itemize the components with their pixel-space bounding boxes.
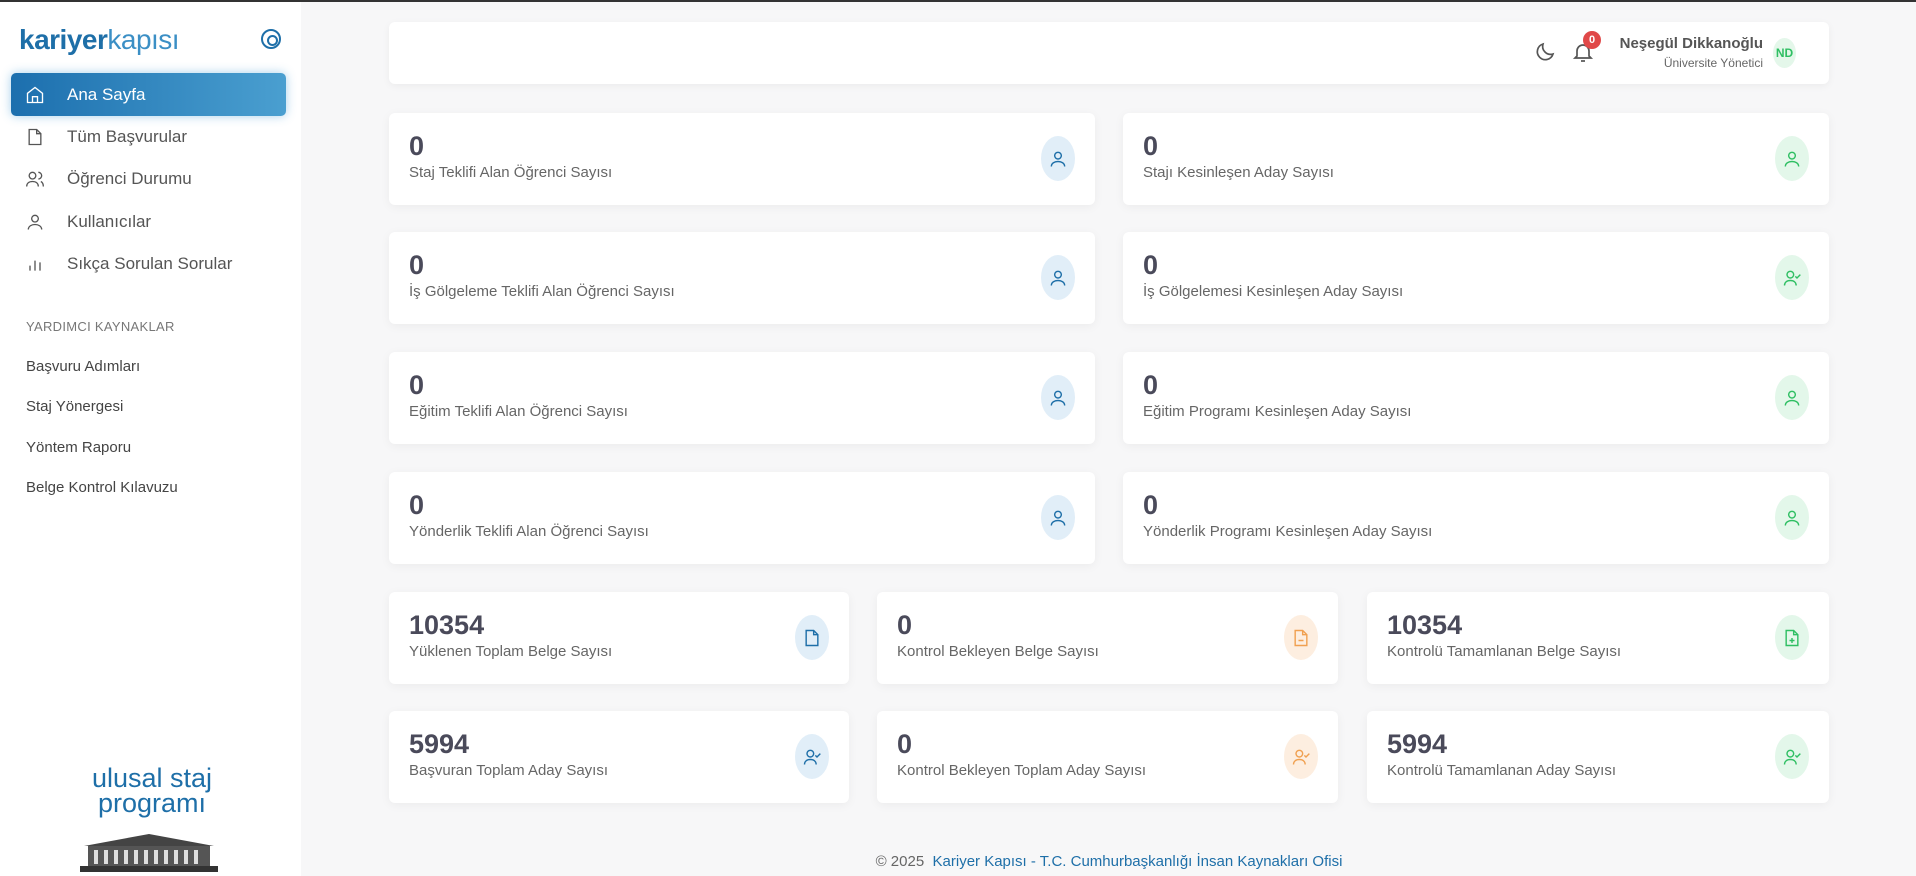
stat-card: 0 Yönderlik Programı Kesinleşen Aday Say… (1123, 472, 1829, 564)
stat-value: 0 (409, 250, 425, 280)
user-icon (1775, 495, 1809, 540)
stat-label: Başvuran Toplam Aday Sayısı (409, 762, 608, 779)
stat-value: 0 (1143, 131, 1159, 161)
resource-link[interactable]: Yöntem Raporu (26, 439, 132, 456)
stat-card: 0 Eğitim Teklifi Alan Öğrenci Sayısı (389, 352, 1095, 444)
top-header (389, 22, 1829, 84)
notification-badge: 0 (1583, 31, 1601, 49)
user-check-icon (795, 734, 829, 779)
stat-value: 5994 (1387, 729, 1448, 759)
stat-value: 10354 (409, 610, 485, 640)
stat-card: 10354 Kontrolü Tamamlanan Belge Sayısı (1367, 592, 1829, 684)
file-plus-icon (1775, 615, 1809, 660)
building-illustration-icon (80, 834, 218, 872)
user-role: Üniversite Yönetici (1663, 56, 1763, 70)
stat-label: Eğitim Programı Kesinleşen Aday Sayısı (1143, 403, 1412, 420)
stat-card: 10354 Yüklenen Toplam Belge Sayısı (389, 592, 849, 684)
user-icon (1775, 375, 1809, 420)
user-name[interactable]: Neşegül Dikkanoğlu (1619, 35, 1763, 52)
sidebar-item-label: Öğrenci Durumu (67, 168, 192, 188)
stat-label: Kontrolü Tamamlanan Belge Sayısı (1387, 643, 1622, 660)
stat-value: 10354 (1387, 610, 1463, 640)
sidebar-item-tum-basvurular[interactable]: Tüm Başvurular (11, 115, 286, 158)
stat-label: Yönderlik Teklifi Alan Öğrenci Sayısı (409, 523, 649, 540)
stat-label: Staj Teklifi Alan Öğrenci Sayısı (409, 164, 613, 181)
user-check-icon (1775, 734, 1809, 779)
stat-value: 0 (409, 131, 425, 161)
logo-light: kapısı (107, 24, 180, 55)
file-minus-icon (1284, 615, 1318, 660)
stat-card: 5994 Kontrolü Tamamlanan Aday Sayısı (1367, 711, 1829, 803)
logo-line: programı (97, 788, 207, 818)
stat-card: 0 Kontrol Bekleyen Toplam Aday Sayısı (877, 711, 1338, 803)
user-check-icon (1284, 734, 1318, 779)
stat-card: 0 İş Gölgelemesi Kesinleşen Aday Sayısı (1123, 232, 1829, 324)
avatar[interactable]: ND (1773, 38, 1796, 68)
footer-copyright: © 2025 (875, 853, 925, 870)
stat-value: 0 (1143, 250, 1159, 280)
home-icon (26, 86, 44, 103)
stat-value: 0 (409, 490, 425, 520)
user-icon (1041, 136, 1075, 181)
user-icon (27, 214, 43, 230)
kariyer-kapisi-logo[interactable]: kariyerkapısı (19, 24, 180, 56)
stat-card: 0 Stajı Kesinleşen Aday Sayısı (1123, 113, 1829, 205)
stat-value: 0 (1143, 490, 1159, 520)
user-icon (1041, 375, 1075, 420)
bar-chart-icon (29, 260, 41, 271)
sidebar-item-label: Ana Sayfa (67, 84, 146, 104)
user-icon (1041, 495, 1075, 540)
section-title: YARDIMCI KAYNAKLAR (26, 319, 175, 334)
file-icon (795, 615, 829, 660)
stat-card: 0 Kontrol Bekleyen Belge Sayısı (877, 592, 1338, 684)
stat-value: 0 (1143, 370, 1159, 400)
stat-label: Eğitim Teklifi Alan Öğrenci Sayısı (409, 403, 628, 420)
stat-value: 5994 (409, 729, 470, 759)
user-icon (1041, 255, 1075, 300)
footer-link[interactable]: Kariyer Kapısı - T.C. Cumhurbaşkanlığı İ… (932, 853, 1343, 870)
ulusal-staj-logo: ulusal staj programı (82, 763, 222, 818)
stat-card: 5994 Başvuran Toplam Aday Sayısı (389, 711, 849, 803)
sidebar-item-label: Kullanıcılar (67, 211, 152, 231)
user-check-icon (1775, 255, 1809, 300)
stat-label: İş Gölgeleme Teklifi Alan Öğrenci Sayısı (409, 283, 675, 300)
sidebar-item-ana-sayfa[interactable]: Ana Sayfa (11, 73, 286, 116)
stat-label: Yüklenen Toplam Belge Sayısı (409, 643, 613, 660)
stat-label: Kontrol Bekleyen Belge Sayısı (897, 643, 1099, 660)
users-icon (26, 171, 44, 187)
sidebar-item-sss[interactable]: Sıkça Sorulan Sorular (11, 242, 286, 285)
footer: © 2025 Kariyer Kapısı - T.C. Cumhurbaşka… (389, 853, 1829, 870)
stat-label: Yönderlik Programı Kesinleşen Aday Sayıs… (1143, 523, 1433, 540)
stat-value: 0 (409, 370, 425, 400)
stat-card: 0 İş Gölgeleme Teklifi Alan Öğrenci Sayı… (389, 232, 1095, 324)
sidebar-item-label: Tüm Başvurular (67, 126, 187, 146)
logo-line: ulusal staj (91, 763, 213, 793)
logo-bold: kariyer (19, 24, 108, 55)
sidebar-item-ogrenci-durumu[interactable]: Öğrenci Durumu (11, 157, 286, 200)
dark-mode-toggle-icon[interactable] (1533, 40, 1557, 64)
sidebar: kariyerkapısı Ana Sayfa Tüm Başvurular Ö… (0, 2, 301, 876)
stat-label: Kontrolü Tamamlanan Aday Sayısı (1387, 762, 1617, 779)
sidebar-item-label: Sıkça Sorulan Sorular (67, 253, 233, 273)
user-icon (1775, 136, 1809, 181)
resource-link[interactable]: Staj Yönergesi (26, 398, 124, 415)
stat-card: 0 Staj Teklifi Alan Öğrenci Sayısı (389, 113, 1095, 205)
file-icon (28, 128, 42, 145)
stat-value: 0 (897, 610, 913, 640)
resource-link[interactable]: Belge Kontrol Kılavuzu (26, 479, 178, 496)
stat-card: 0 Eğitim Programı Kesinleşen Aday Sayısı (1123, 352, 1829, 444)
stat-value: 0 (897, 729, 913, 759)
stat-card: 0 Yönderlik Teklifi Alan Öğrenci Sayısı (389, 472, 1095, 564)
stat-label: Stajı Kesinleşen Aday Sayısı (1143, 164, 1334, 181)
sidebar-toggle-icon[interactable] (261, 29, 281, 49)
stat-label: İş Gölgelemesi Kesinleşen Aday Sayısı (1143, 283, 1404, 300)
resource-link[interactable]: Başvuru Adımları (26, 358, 141, 375)
sidebar-item-kullanicilar[interactable]: Kullanıcılar (11, 200, 286, 243)
stat-label: Kontrol Bekleyen Toplam Aday Sayısı (897, 762, 1147, 779)
